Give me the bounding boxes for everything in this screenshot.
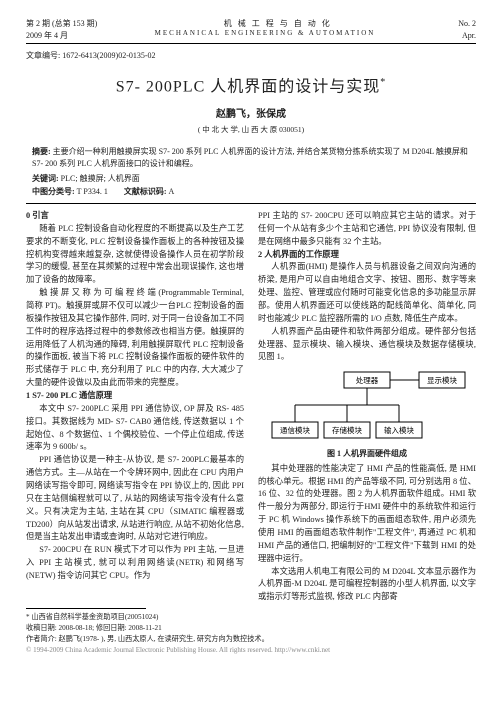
hdr-right2: Apr.: [462, 30, 476, 41]
svg-text:输入模块: 输入模块: [384, 425, 414, 435]
authors: 赵鹏飞，张保成: [26, 108, 476, 122]
article-id: 文章编号: 1672-6413(2009)02-0135-02: [26, 50, 476, 61]
abstract-text: 主要介绍一种利用触摸屏实现 S7- 200 系列 PLC 人机界面的设计方法, …: [32, 147, 468, 168]
rule-mid: [26, 203, 476, 204]
abstract-label: 摘要:: [32, 147, 51, 156]
sec-2-heading: 2 人机界面的工作原理: [258, 249, 476, 262]
title-sup: *: [380, 77, 386, 88]
title-text: S7- 200PLC 人机界面的设计与实现: [116, 78, 381, 95]
fn-author: 作者简介: 赵鹏飞(1978- ), 男, 山西太原人, 在读研究生, 研究方向…: [26, 634, 476, 645]
fn-dates: 收稿日期: 2008-08-18; 修回日期: 2008-11-21: [26, 623, 476, 634]
footnotes: * 山西省自然科学基金资助项目(20051024) 收稿日期: 2008-08-…: [26, 612, 476, 644]
keywords-label: 关键词:: [32, 174, 59, 183]
sec-0-heading: 0 引言: [26, 210, 244, 223]
para-1-3: S7- 200CPU 在 RUN 模式下才可以作为 PPI 主站, 一旦进入 P…: [26, 544, 244, 583]
para-cont: PPI 主站的 S7- 200CPU 还可以响应其它主站的请求。对于任何一个从站…: [258, 210, 476, 249]
para-1-2: PPI 通信协议是一种主-从协议, 是 S7- 200PLC最基本的通信方式。主…: [26, 454, 244, 544]
cls-label: 中图分类号:: [32, 187, 75, 196]
sec-1-heading: 1 S7- 200 PLC 通信原理: [26, 390, 244, 403]
fn-funding: * 山西省自然科学基金资助项目(20051024): [26, 612, 476, 623]
para-2-3: 其中处理器的性能决定了 HMI 产品的性能高低, 是 HMI 的核心单元。根据 …: [258, 463, 476, 566]
paper-title: S7- 200PLC 人机界面的设计与实现*: [26, 76, 476, 99]
para-2-2: 人机界面产品由硬件和软件两部分组成。硬件部分包括处理器、显示模块、输入模块、通信…: [258, 326, 476, 365]
col-left: 0 引言 随着 PLC 控制设备自动化程度的不断提高以及生产工艺要求的不断变化,…: [26, 210, 244, 604]
rule-top: [26, 43, 476, 44]
hdr-left2: 2009 年 4 月: [26, 30, 68, 41]
para-2-4: 本文选用人机电工有限公司的 M D204L 文本显示器作为人机界面-M D204…: [258, 566, 476, 605]
hdr-center1: 机 械 工 程 与 自 动 化: [224, 18, 332, 29]
footnote-rule: [26, 608, 146, 609]
svg-text:显示模块: 显示模块: [427, 375, 457, 385]
figure-1-caption: 图 1 人机界面硬件组成: [258, 448, 476, 460]
body-columns: 0 引言 随着 PLC 控制设备自动化程度的不断提高以及生产工艺要求的不断变化,…: [26, 210, 476, 604]
figure-1: 处理器通信模块 存储模块 输入模块 显示模块 图 1 人机界面硬件组成: [258, 368, 476, 460]
doc-label: 文献标识码:: [124, 187, 167, 196]
hdr-right1: No. 2: [458, 18, 476, 29]
para-2-1: 人机界面(HMI) 是操作人员与机器设备之间双向沟通的桥梁, 是用户可以自由地组…: [258, 261, 476, 325]
para-1-1: 本文中 S7- 200PLC 采用 PPI 通信协议, OP 屏及 RS- 48…: [26, 403, 244, 454]
affiliation: ( 中 北 大 学, 山 西 大 原 030051): [26, 125, 476, 136]
doc-text: A: [167, 187, 175, 196]
svg-text:存储模块: 存储模块: [332, 425, 362, 435]
hdr-center2: MECHANICAL ENGINEERING & AUTOMATION: [155, 29, 376, 41]
col-right: PPI 主站的 S7- 200CPU 还可以响应其它主站的请求。对于任何一个从站…: [258, 210, 476, 604]
para-0-2: 触 摸 屏 又 称 为 可 编 程 终 端 (Programmable Term…: [26, 287, 244, 390]
svg-text:处理器: 处理器: [356, 375, 379, 385]
cls-text: T P334. 1: [75, 187, 108, 196]
hdr-left1: 第 2 期 (总第 153 期): [26, 18, 97, 29]
para-0-1: 随着 PLC 控制设备自动化程度的不断提高以及生产工艺要求的不断变化, PLC …: [26, 223, 244, 287]
watermark: © 1994-2009 China Academic Journal Elect…: [26, 646, 476, 656]
keywords-text: PLC; 触摸屏; 人机界面: [59, 174, 140, 183]
figure-1-svg: 处理器通信模块 存储模块 输入模块 显示模块: [267, 368, 467, 446]
svg-text:通信模块: 通信模块: [280, 425, 310, 435]
